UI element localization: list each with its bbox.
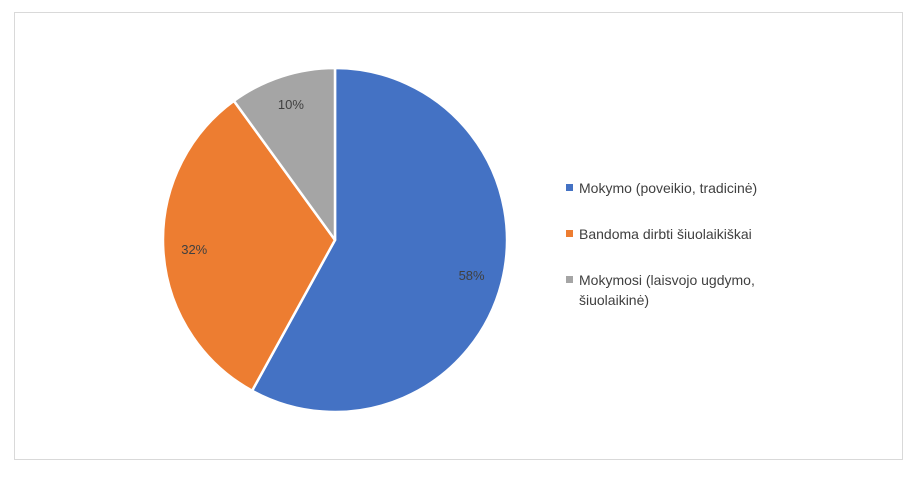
pie-slice-2 bbox=[161, 99, 337, 392]
pie-slices bbox=[161, 66, 509, 414]
data-label-3: 10% bbox=[278, 97, 304, 112]
legend-label-1: Mokymo (poveikio, tradicinė) bbox=[579, 180, 758, 196]
legend-swatch-3 bbox=[566, 276, 573, 283]
legend-label-2: Bandoma dirbti šiuolaikiškai bbox=[579, 226, 752, 242]
legend-item-2: Bandoma dirbti šiuolaikiškai bbox=[566, 224, 806, 244]
legend: Mokymo (poveikio, tradicinė) Bandoma dir… bbox=[566, 178, 806, 336]
pie-data-labels: 58% 32% 10% bbox=[181, 97, 485, 283]
legend-item-1: Mokymo (poveikio, tradicinė) bbox=[566, 178, 806, 198]
legend-item-3: Mokymosi (laisvojo ugdymo, šiuolaikinė) bbox=[566, 270, 806, 310]
pie-slice-1 bbox=[250, 66, 509, 414]
legend-swatch-2 bbox=[566, 230, 573, 237]
legend-label-3: Mokymosi (laisvojo ugdymo, šiuolaikinė) bbox=[579, 272, 755, 308]
pie-slice-3 bbox=[232, 66, 337, 242]
data-label-1: 58% bbox=[459, 268, 485, 283]
legend-swatch-1 bbox=[566, 184, 573, 191]
data-label-2: 32% bbox=[181, 242, 207, 257]
